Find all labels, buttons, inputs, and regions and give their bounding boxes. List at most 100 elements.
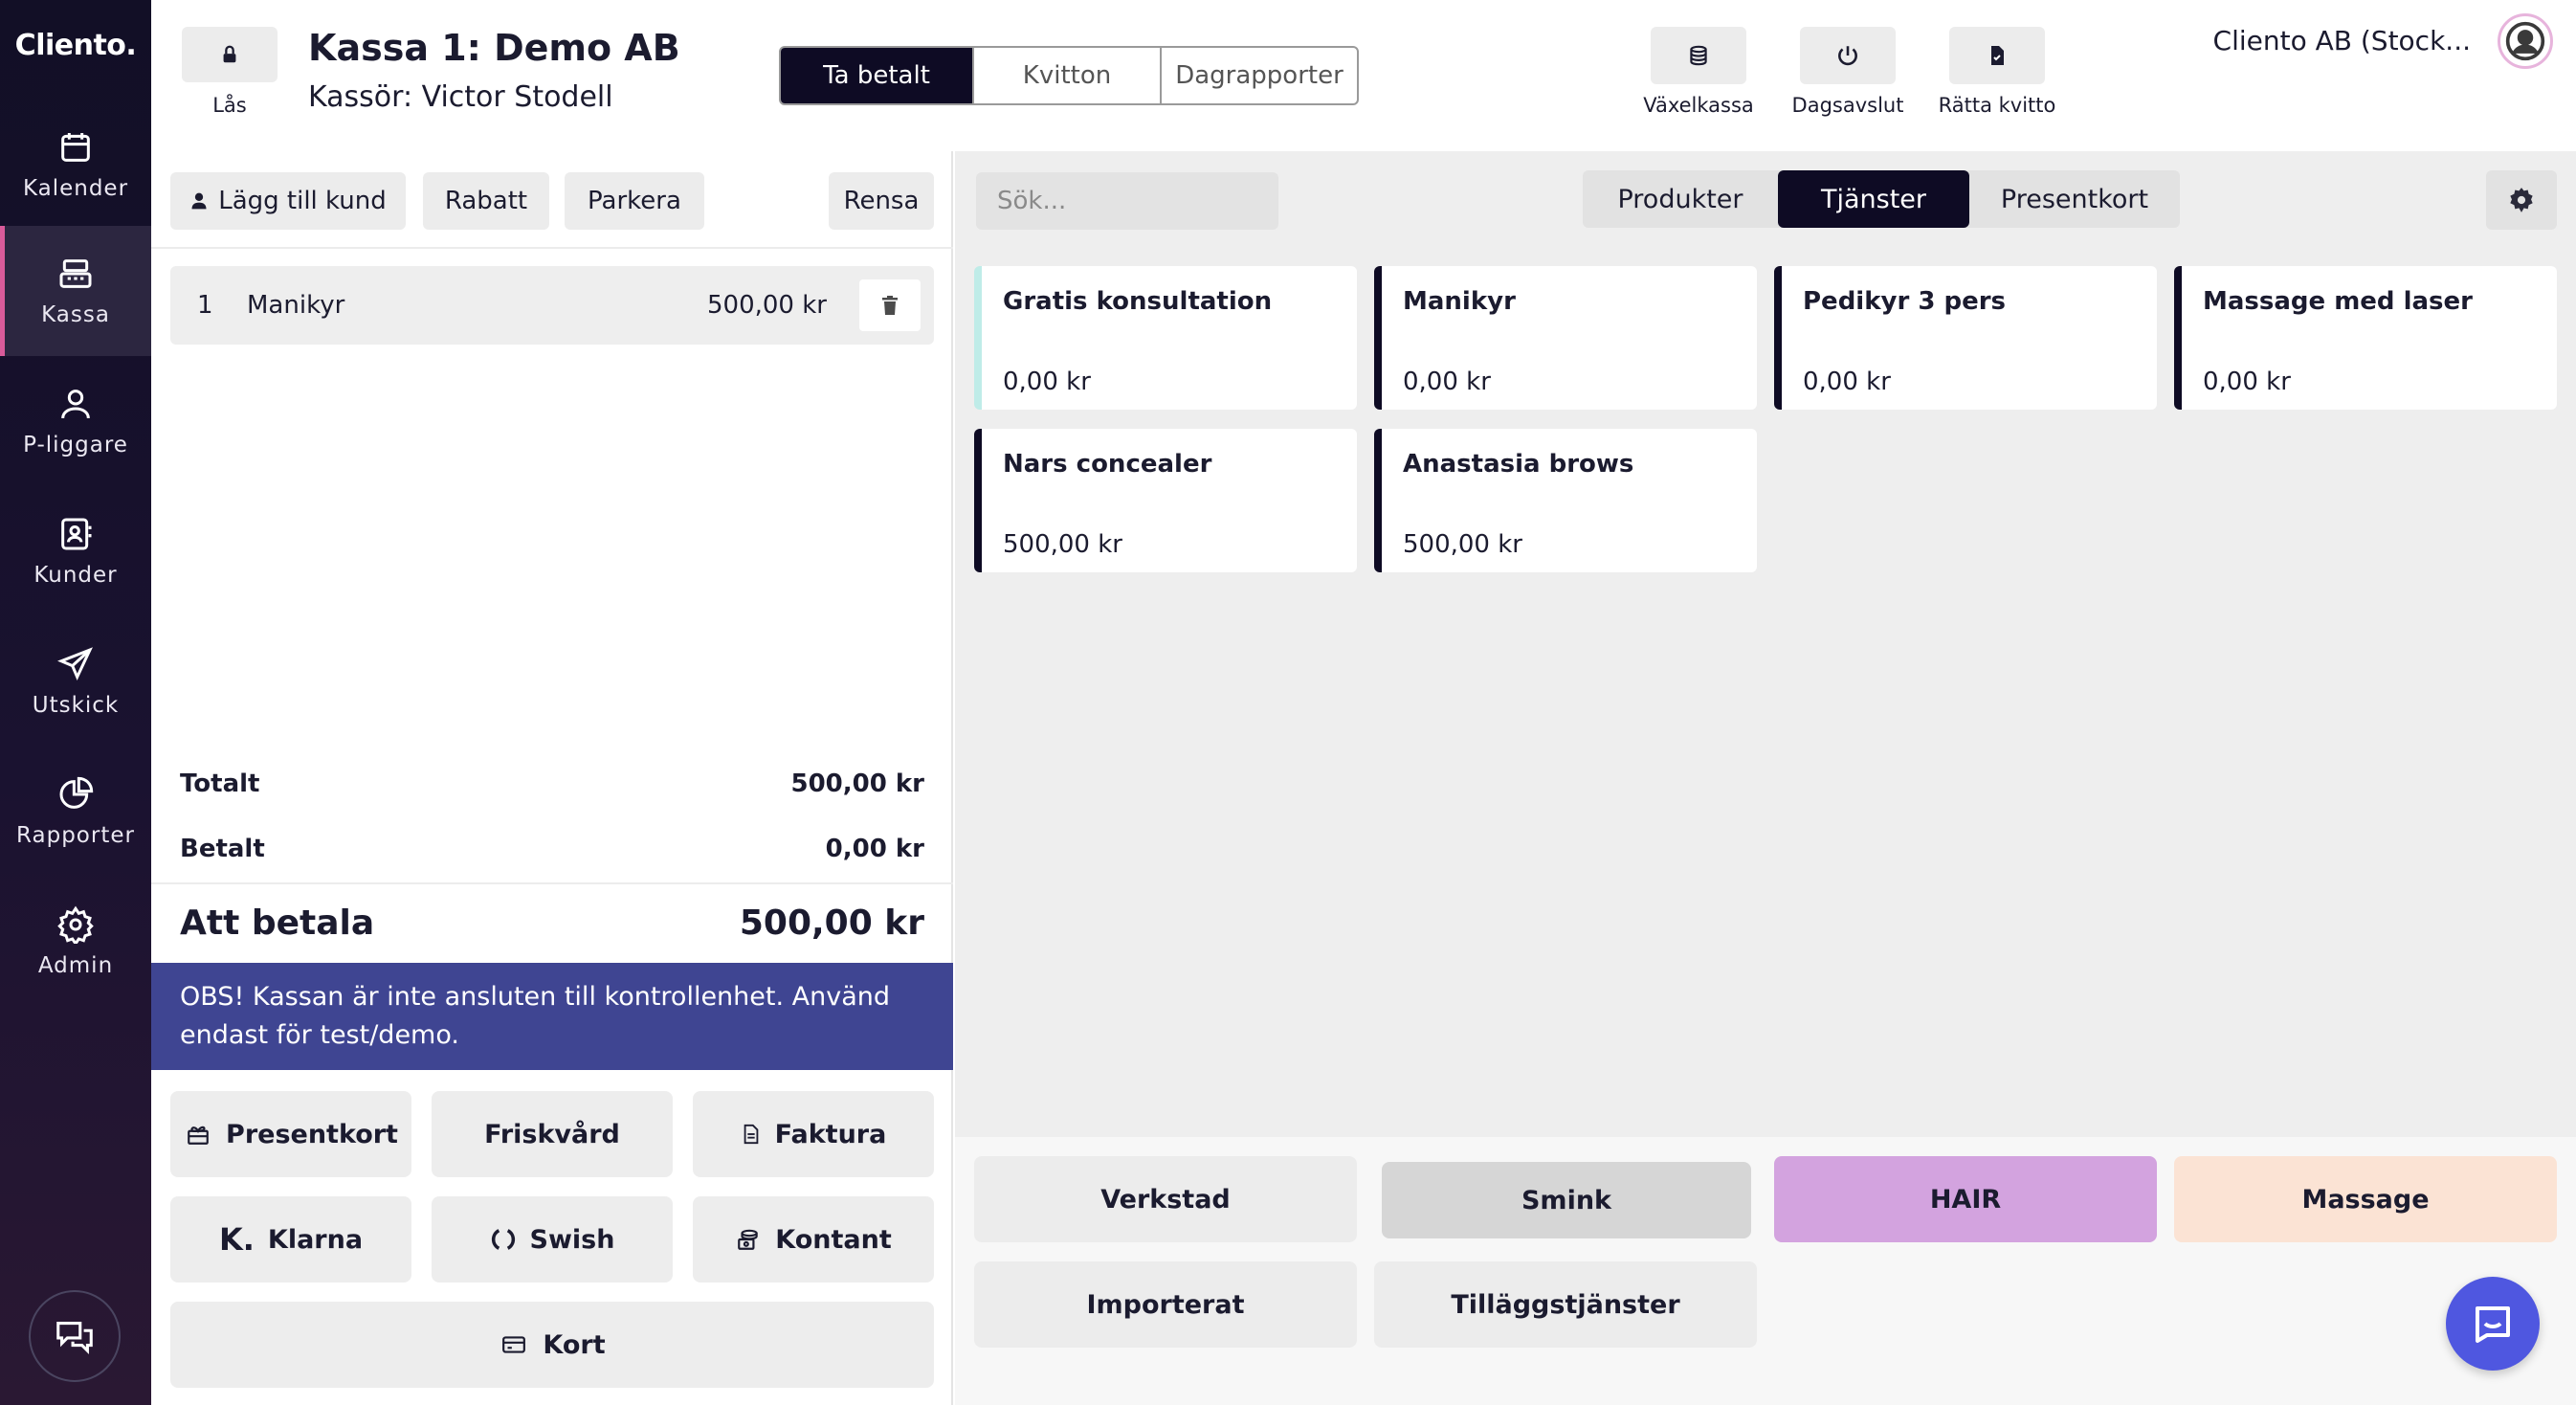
catalog-settings-button[interactable] <box>2486 170 2557 230</box>
cash-icon <box>738 1229 758 1250</box>
amount-due-value: 500,00 kr <box>739 903 924 943</box>
tab-dagrapporter[interactable]: Dagrapporter <box>1160 48 1357 103</box>
klarna-label: Klarna <box>267 1224 364 1255</box>
catalog-tabs: Produkter Tjänster Presentkort <box>1583 170 2180 228</box>
company-name[interactable]: Cliento AB (Stock... <box>2212 25 2471 56</box>
total-row: Totalt 500,00 kr <box>180 769 924 798</box>
klarna-pay-button[interactable]: K. Klarna <box>170 1196 411 1282</box>
service-price: 0,00 kr <box>1803 368 1891 396</box>
search-input[interactable] <box>976 172 1278 230</box>
service-price: 500,00 kr <box>1003 530 1122 559</box>
item-quantity: 1 <box>197 291 213 320</box>
service-card[interactable]: Manikyr 0,00 kr <box>1374 266 1757 410</box>
lock-icon <box>223 45 236 63</box>
category-tillaggstjanster[interactable]: Tilläggstjänster <box>1374 1261 1757 1348</box>
category-panel: Verkstad Smink HAIR Massage Importerat T… <box>955 1137 2576 1405</box>
amount-due-label: Att betala <box>180 903 375 943</box>
add-customer-label: Lägg till kund <box>218 187 387 215</box>
paid-value: 0,00 kr <box>825 835 924 863</box>
ratta-kvitto-button[interactable] <box>1949 27 2045 84</box>
cart-line-item[interactable]: 1 Manikyr 500,00 kr <box>170 266 934 345</box>
tab-produkter[interactable]: Produkter <box>1617 184 1743 214</box>
divider <box>151 882 953 884</box>
nav-label: Rapporter <box>16 823 135 848</box>
service-name: Gratis konsultation <box>1003 287 1273 316</box>
cashier-name: Kassör: Victor Stodell <box>308 80 613 114</box>
service-name: Manikyr <box>1403 287 1516 316</box>
swish-pay-button[interactable]: Swish <box>432 1196 673 1282</box>
dagsavslut-button[interactable] <box>1800 27 1896 84</box>
power-icon <box>1838 46 1857 66</box>
tab-ta-betalt[interactable]: Ta betalt <box>781 48 972 103</box>
klarna-icon: K. <box>218 1221 255 1258</box>
swish-label: Swish <box>529 1224 615 1255</box>
card-label: Kort <box>543 1329 606 1360</box>
add-customer-button[interactable]: Lägg till kund <box>170 172 406 230</box>
receipt-check-icon <box>1991 46 2004 65</box>
service-card[interactable]: Anastasia brows 500,00 kr <box>1374 429 1757 572</box>
nav-item-utskick[interactable]: Utskick <box>0 616 151 747</box>
park-button[interactable]: Parkera <box>565 172 704 230</box>
nav-label: Kunder <box>33 563 118 588</box>
nav-item-admin[interactable]: Admin <box>0 877 151 1007</box>
paid-row: Betalt 0,00 kr <box>180 835 924 863</box>
tab-tjanster[interactable]: Tjänster <box>1778 170 1969 228</box>
service-name: Pedikyr 3 pers <box>1803 287 2007 316</box>
category-smink[interactable]: Smink <box>1382 1162 1751 1238</box>
category-hair[interactable]: HAIR <box>1774 1156 2157 1242</box>
nav-item-rapporter[interactable]: Rapporter <box>0 747 151 877</box>
avatar[interactable] <box>2498 13 2553 69</box>
discount-button[interactable]: Rabatt <box>423 172 549 230</box>
nav-item-kassa[interactable]: Kassa <box>0 226 151 356</box>
service-card[interactable]: Gratis konsultation 0,00 kr <box>974 266 1357 410</box>
lock-button[interactable] <box>182 27 278 82</box>
category-massage[interactable]: Massage <box>2174 1156 2557 1242</box>
clear-button[interactable]: Rensa <box>829 172 934 230</box>
total-label: Totalt <box>180 769 260 798</box>
service-price: 0,00 kr <box>2203 368 2291 396</box>
lock-label: Lås <box>212 94 247 117</box>
user-avatar-icon <box>2505 21 2545 61</box>
service-card[interactable]: Pedikyr 3 pers 0,00 kr <box>1774 266 2157 410</box>
gift-icon <box>188 1126 209 1145</box>
invoice-pay-button[interactable]: Faktura <box>693 1091 934 1177</box>
vaxelkassa-button[interactable] <box>1651 27 1746 84</box>
giftcard-pay-button[interactable]: Presentkort <box>170 1091 411 1177</box>
pie-chart-icon <box>59 776 94 809</box>
chat-button[interactable] <box>29 1290 121 1382</box>
wellness-pay-button[interactable]: Friskvård <box>432 1091 673 1177</box>
cash-pay-button[interactable]: Kontant <box>693 1196 934 1282</box>
support-chat-button[interactable] <box>2446 1277 2540 1371</box>
paid-label: Betalt <box>180 835 265 863</box>
demo-warning-banner: OBS! Kassan är inte ansluten till kontro… <box>151 963 953 1070</box>
swish-icon <box>491 1229 515 1250</box>
item-price: 500,00 kr <box>707 291 827 320</box>
nav-label: P-liggare <box>23 433 128 457</box>
item-name: Manikyr <box>247 291 345 320</box>
nav-item-kalender[interactable]: Kalender <box>0 100 151 230</box>
giftcard-label: Presentkort <box>226 1119 398 1149</box>
nav-label: Admin <box>37 953 114 978</box>
delete-item-button[interactable] <box>859 279 921 331</box>
credit-card-icon <box>502 1336 526 1353</box>
cash-register-icon <box>59 259 92 288</box>
dagsavslut-label: Dagsavslut <box>1791 94 1904 117</box>
tab-kvitton[interactable]: Kvitton <box>972 48 1160 103</box>
nav-item-kunder[interactable]: Kunder <box>0 486 151 616</box>
document-icon <box>744 1124 758 1145</box>
header: Lås Kassa 1: Demo AB Kassör: Victor Stod… <box>151 0 2576 151</box>
tab-presentkort[interactable]: Presentkort <box>2000 184 2149 214</box>
service-price: 0,00 kr <box>1403 368 1491 396</box>
nav-item-p-liggare[interactable]: P-liggare <box>0 356 151 486</box>
ratta-kvitto-label: Rätta kvitto <box>1938 94 2056 117</box>
service-card[interactable]: Nars concealer 500,00 kr <box>974 429 1357 572</box>
category-importerat[interactable]: Importerat <box>974 1261 1357 1348</box>
service-catalog: Produkter Tjänster Presentkort Gratis ko… <box>955 151 2576 1137</box>
main-nav: Cliento. Kalender Kassa P-liggare Kunder… <box>0 0 151 1405</box>
service-name: Massage med laser <box>2203 287 2473 316</box>
messenger-icon <box>2476 1306 2510 1343</box>
category-verkstad[interactable]: Verkstad <box>974 1156 1357 1242</box>
card-pay-button[interactable]: Kort <box>170 1302 934 1388</box>
amount-due-row: Att betala 500,00 kr <box>180 903 924 943</box>
service-card[interactable]: Massage med laser 0,00 kr <box>2174 266 2557 410</box>
